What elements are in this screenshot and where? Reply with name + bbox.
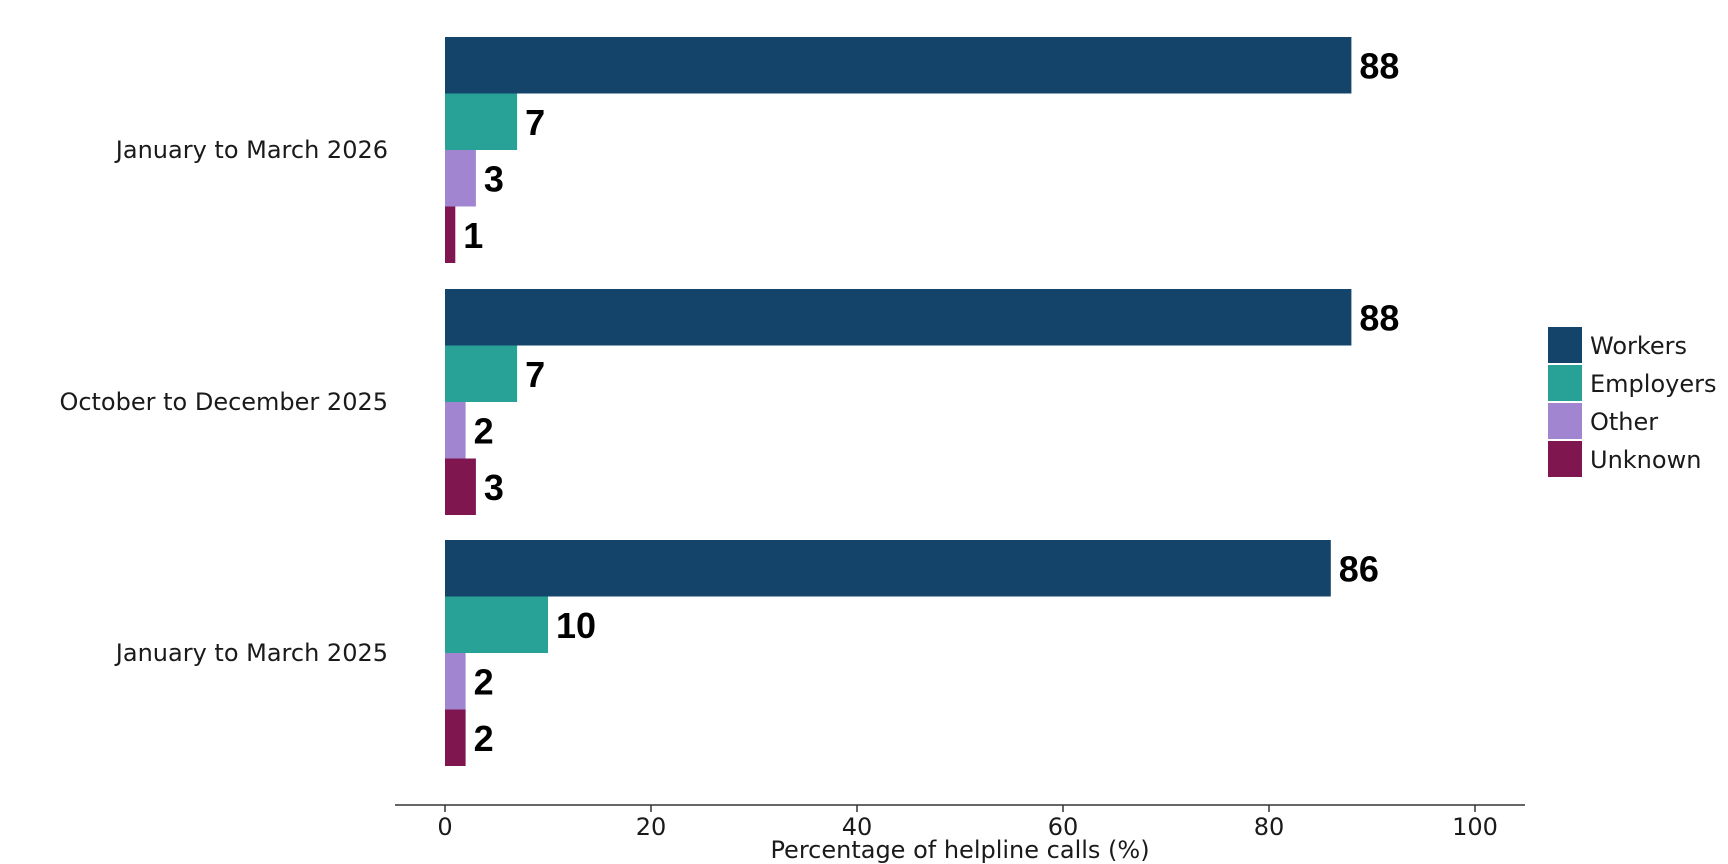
data-label-other-0: 3 bbox=[484, 158, 504, 199]
data-label-employers-1: 7 bbox=[525, 354, 545, 395]
legend-label-employers: Employers bbox=[1590, 370, 1716, 398]
category-label-2: January to March 2025 bbox=[114, 639, 388, 667]
x-ticks-group: 0 20 40 60 80 100 bbox=[437, 805, 1498, 841]
x-axis-title: Percentage of helpline calls (%) bbox=[770, 836, 1149, 864]
bar-other-2 bbox=[445, 653, 466, 710]
x-tick-label-4: 80 bbox=[1254, 813, 1285, 841]
category-label-1: October to December 2025 bbox=[59, 388, 388, 416]
data-label-unknown-0: 1 bbox=[463, 215, 483, 256]
data-label-employers-2: 10 bbox=[556, 605, 596, 646]
data-label-other-2: 2 bbox=[474, 661, 494, 702]
data-label-workers-2: 86 bbox=[1339, 548, 1379, 589]
bar-employers-0 bbox=[445, 93, 518, 150]
bar-workers-2 bbox=[445, 540, 1331, 597]
category-label-0: January to March 2026 bbox=[114, 136, 388, 164]
x-tick-label-2: 40 bbox=[842, 813, 873, 841]
legend-swatch-employers bbox=[1548, 365, 1582, 401]
data-label-unknown-1: 3 bbox=[484, 467, 504, 508]
bar-unknown-2 bbox=[445, 709, 466, 766]
bars-group bbox=[445, 37, 1352, 766]
bar-unknown-1 bbox=[445, 458, 476, 515]
data-label-workers-0: 88 bbox=[1359, 45, 1399, 86]
x-tick-label-0: 0 bbox=[437, 813, 452, 841]
bar-employers-1 bbox=[445, 345, 518, 402]
legend-label-other: Other bbox=[1590, 408, 1658, 436]
legend-swatch-unknown bbox=[1548, 441, 1582, 477]
legend-label-unknown: Unknown bbox=[1590, 446, 1701, 474]
bar-workers-0 bbox=[445, 37, 1352, 94]
legend-swatch-workers bbox=[1548, 327, 1582, 363]
legend-swatch-other bbox=[1548, 403, 1582, 439]
data-label-workers-1: 88 bbox=[1359, 297, 1399, 338]
data-label-other-1: 2 bbox=[474, 410, 494, 451]
data-label-unknown-2: 2 bbox=[474, 718, 494, 759]
x-tick-label-5: 100 bbox=[1452, 813, 1498, 841]
bar-employers-2 bbox=[445, 596, 548, 653]
bar-other-0 bbox=[445, 150, 476, 207]
bar-unknown-0 bbox=[445, 206, 456, 263]
legend-label-workers: Workers bbox=[1590, 332, 1687, 360]
bar-other-1 bbox=[445, 402, 466, 459]
legend: Workers Employers Other Unknown bbox=[1548, 327, 1716, 477]
x-tick-label-3: 60 bbox=[1048, 813, 1079, 841]
category-labels-group: January to March 2026 October to December… bbox=[59, 136, 388, 667]
data-label-employers-0: 7 bbox=[525, 102, 545, 143]
bar-workers-1 bbox=[445, 289, 1352, 346]
x-tick-label-1: 20 bbox=[636, 813, 667, 841]
